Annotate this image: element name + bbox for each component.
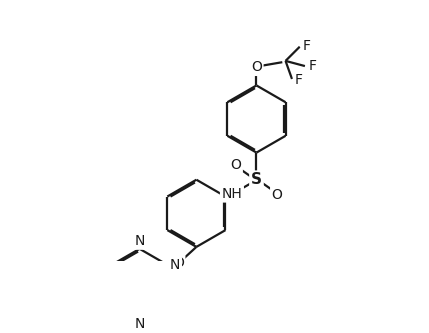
Text: NH: NH <box>221 187 242 201</box>
Text: F: F <box>308 59 316 73</box>
Text: O: O <box>272 187 283 201</box>
Text: F: F <box>295 73 302 87</box>
Text: O: O <box>230 158 241 172</box>
Text: O: O <box>173 256 184 270</box>
Text: O: O <box>251 60 262 74</box>
Text: N: N <box>134 234 145 248</box>
Text: S: S <box>251 172 262 187</box>
Text: N: N <box>134 317 145 331</box>
Text: N: N <box>170 258 180 272</box>
Text: F: F <box>302 39 310 53</box>
